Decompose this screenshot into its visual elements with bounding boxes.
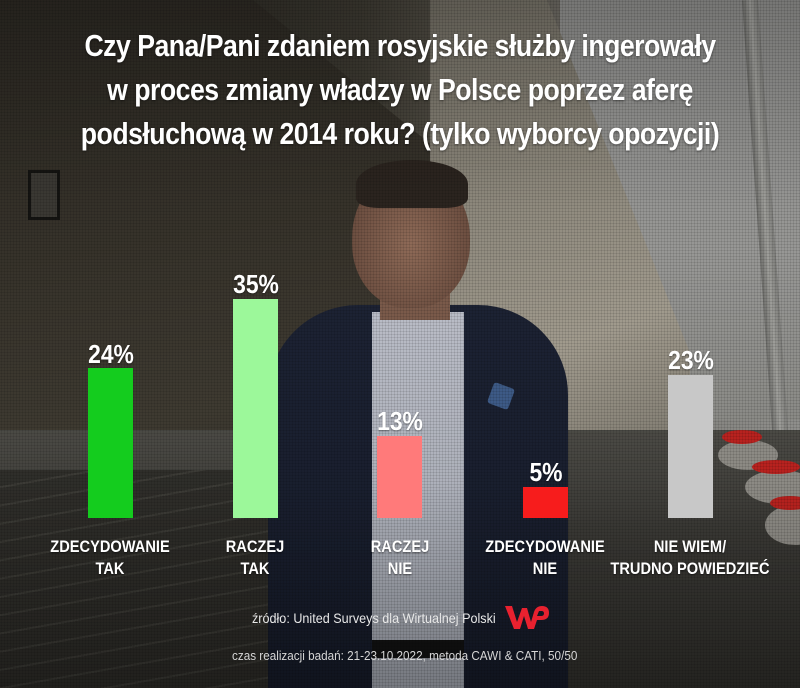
chart-title: Czy Pana/Pani zdaniem rosyjskie służby i…: [56, 24, 744, 156]
bar-label-line: ZDECYDOWANIE: [485, 537, 605, 556]
person-head: [352, 168, 470, 308]
title-line: podsłuchową w 2014 roku? (tylko wyborcy …: [80, 116, 720, 151]
method-note: czas realizacji badań: 21-23.10.2022, me…: [232, 648, 578, 663]
background-pole: [742, 0, 798, 560]
bar: [233, 299, 278, 518]
bar-value: 35%: [233, 269, 279, 299]
bar-value: 5%: [529, 457, 563, 487]
bar: [523, 487, 568, 518]
person-neck: [380, 270, 450, 320]
bar-label-line: RACZEJ: [225, 537, 285, 556]
background-planter: [718, 440, 778, 470]
bar-label: ZDECYDOWANIE TAK: [24, 536, 196, 580]
source-note: źródło: United Surveys dla Wirtualnej Po…: [252, 610, 496, 626]
bar: [88, 368, 133, 518]
bar-value: 24%: [88, 339, 134, 369]
title-line: w proces zmiany władzy w Polsce poprzez …: [107, 72, 693, 107]
bar: [377, 436, 422, 518]
bar-label-line: NIE: [532, 559, 558, 578]
person-hair: [356, 160, 468, 208]
bar-label: NIE WIEM/ TRUDNO POWIEDZIEĆ: [604, 536, 776, 580]
bar-label-line: TAK: [240, 559, 270, 578]
bar-label-line: NIE: [387, 559, 413, 578]
bar-value: 23%: [668, 345, 714, 375]
bar-label: RACZEJ TAK: [169, 536, 341, 580]
bar-label-line: TRUDNO POWIEDZIEĆ: [610, 559, 770, 578]
bar-label-line: NIE WIEM/: [653, 537, 727, 556]
background-flowers: [722, 430, 762, 444]
title-line: Czy Pana/Pani zdaniem rosyjskie służby i…: [84, 28, 716, 63]
bar-label-line: ZDECYDOWANIE: [50, 537, 170, 556]
lamp-icon: [28, 170, 60, 220]
bar: [668, 375, 713, 518]
bar-value: 13%: [377, 406, 423, 436]
wp-logo-icon: [505, 606, 549, 629]
bar-label-line: TAK: [95, 559, 125, 578]
background-flowers: [770, 496, 800, 510]
background-flowers: [752, 460, 800, 474]
background-planter: [745, 470, 800, 504]
bar-label-line: RACZEJ: [370, 537, 430, 556]
pocket-square: [486, 381, 516, 411]
bar-label: RACZEJ NIE: [314, 536, 486, 580]
bar-label: ZDECYDOWANIE NIE: [459, 536, 631, 580]
